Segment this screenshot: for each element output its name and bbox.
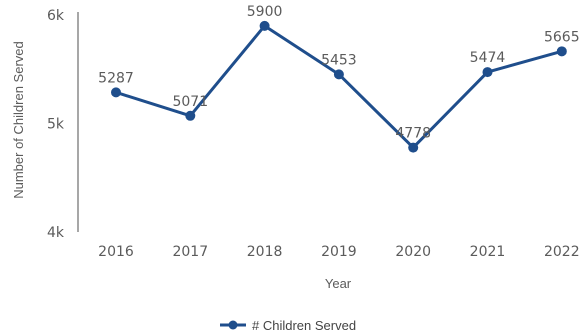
data-point — [111, 87, 121, 98]
data-labels: 5287 5071 5900 5453 4778 5474 5665 — [98, 4, 579, 142]
x-tick-label: 2019 — [321, 244, 357, 260]
x-tick-label: 2021 — [470, 244, 506, 260]
data-label: 5900 — [247, 4, 283, 20]
data-point — [556, 46, 567, 57]
data-label: 5665 — [544, 29, 580, 45]
legend: # Children Served — [220, 318, 356, 333]
data-point — [408, 142, 419, 153]
data-label: 5287 — [98, 70, 134, 86]
series-line — [115, 24, 563, 150]
series-group — [111, 20, 567, 153]
x-tick-labels: 2016 2017 2018 2019 2020 2021 2022 — [98, 244, 579, 260]
y-tick-labels: 4k 5k 6k — [47, 8, 65, 241]
x-axis-title: Year — [325, 276, 352, 291]
legend-label: # Children Served — [252, 318, 356, 333]
data-label: 5474 — [470, 50, 506, 66]
x-tick-label: 2018 — [247, 244, 283, 260]
legend-dot-marker — [228, 320, 238, 330]
y-tick-label: 6k — [47, 8, 65, 24]
data-label: 4778 — [395, 126, 431, 142]
y-tick-label: 5k — [47, 117, 65, 133]
data-label: 5071 — [172, 94, 208, 110]
x-tick-label: 2020 — [395, 244, 431, 260]
y-axis-title: Number of Children Served — [11, 41, 26, 199]
data-point — [185, 110, 196, 121]
x-tick-label: 2016 — [98, 244, 134, 260]
data-label: 5453 — [321, 52, 357, 68]
x-tick-label: 2022 — [544, 244, 580, 260]
y-tick-label: 4k — [47, 225, 65, 241]
data-point — [333, 69, 344, 80]
x-tick-label: 2017 — [172, 244, 208, 260]
data-point — [482, 67, 493, 78]
data-point — [259, 20, 270, 31]
